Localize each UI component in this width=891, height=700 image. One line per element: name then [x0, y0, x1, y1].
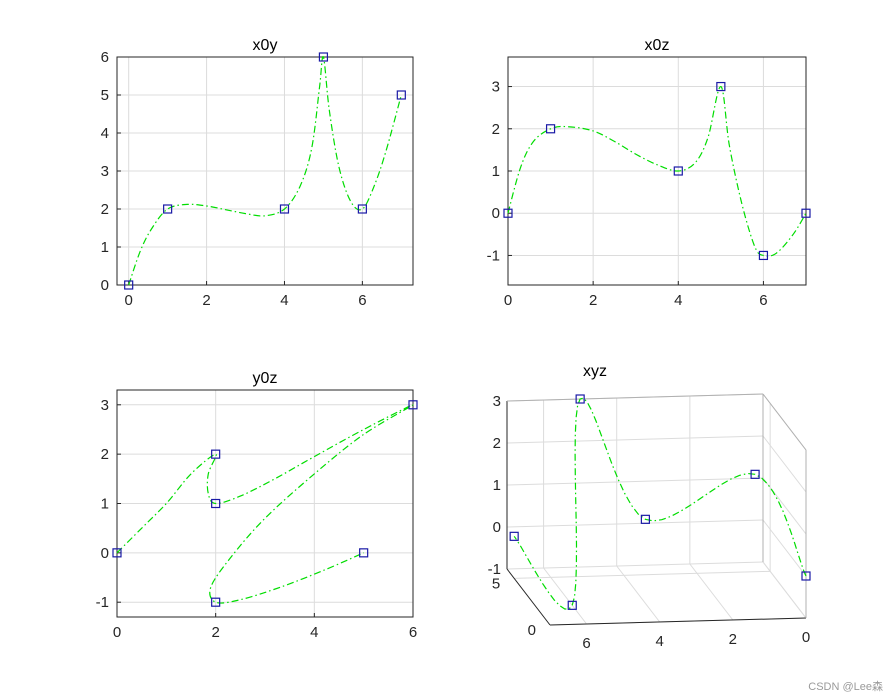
y-tick-label: 5 [492, 575, 500, 592]
grid-floor-y [514, 570, 771, 579]
y-tick-label: 1 [101, 496, 109, 513]
subplot-title: x0z [645, 37, 670, 54]
data-point-marker [640, 514, 650, 524]
data-point-marker [801, 208, 811, 218]
data-point-marker [503, 208, 513, 218]
x-tick-label: 6 [409, 624, 417, 641]
x-tick-label: 0 [802, 629, 810, 646]
x-tick-label: 6 [582, 635, 590, 652]
data-point-marker [318, 52, 329, 62]
data-point-marker [750, 469, 760, 479]
x-tick-label: 2 [211, 624, 219, 641]
series-line-3d [513, 397, 807, 610]
x-tick-label: 2 [202, 292, 210, 309]
data-point-marker [408, 400, 418, 410]
subplot-title: xyz [583, 363, 607, 380]
series-line [507, 85, 807, 257]
data-point-marker [575, 394, 585, 404]
grid-back-z [506, 477, 764, 486]
x-tick-label: 4 [656, 633, 664, 650]
data-point-marker [396, 90, 406, 100]
data-point-marker [716, 81, 726, 92]
y-tick-label: 1 [492, 163, 500, 180]
data-point-marker [211, 498, 221, 509]
axis-x [549, 617, 807, 626]
data-point-marker [509, 531, 519, 541]
data-point-marker [279, 204, 290, 214]
grid-back-z [506, 519, 764, 528]
y-tick-label: 0 [101, 545, 109, 562]
y-tick-label: 0 [492, 205, 500, 222]
grid-back-z [506, 561, 764, 570]
box-edge [762, 393, 807, 451]
grid-side-z [762, 435, 807, 493]
x-tick-label: 2 [589, 292, 597, 309]
y-tick-label: 4 [101, 125, 109, 142]
data-point-marker [211, 449, 221, 459]
z-tick-label: 0 [493, 519, 501, 536]
z-tick-label: -1 [488, 561, 501, 578]
z-tick-label: 3 [493, 393, 501, 410]
subplot-title: x0y [253, 37, 278, 54]
y-tick-label: -1 [96, 594, 109, 611]
gridlines [117, 56, 413, 286]
subplot-x0z: 0 2 4 6 -1 0 1 2 3 x0z [487, 37, 811, 309]
x-tick-label: 4 [674, 292, 682, 309]
y-tick-label: 0 [101, 277, 109, 294]
z-tick-label: 1 [493, 477, 501, 494]
x-tick-label: 0 [125, 292, 133, 309]
data-point-marker [357, 204, 367, 214]
series-line [128, 55, 402, 286]
grid-side-z [762, 519, 807, 577]
data-point-marker [801, 571, 811, 581]
subplot-x0y: 0 2 4 6 0 1 2 3 4 5 6 x0y [101, 37, 414, 309]
data-point-marker [112, 548, 122, 558]
y-tick-label: 1 [101, 239, 109, 256]
data-point-marker [211, 597, 221, 607]
data-point-marker [758, 250, 769, 261]
x-tick-label: 2 [729, 631, 737, 648]
y-tick-label: 2 [101, 201, 109, 218]
z-tick-label: 2 [493, 435, 501, 452]
x-tick-label: 4 [310, 624, 318, 641]
y-tick-label: 3 [101, 397, 109, 414]
x-tick-label: 4 [280, 292, 288, 309]
y-tick-label: 6 [101, 49, 109, 66]
box-edge [506, 393, 764, 402]
x-tick-label: 0 [113, 624, 121, 641]
watermark: CSDN @Lee森 [808, 681, 883, 693]
subplot-xyz: 0 2 4 6 0 5-1 0 1 2 3 xyz [488, 363, 811, 652]
data-point-marker [359, 548, 369, 558]
y-tick-label: 5 [101, 87, 109, 104]
data-point-marker [567, 600, 577, 610]
x-tick-label: 6 [759, 292, 767, 309]
x-tick-label: 6 [358, 292, 366, 309]
y-tick-label: 2 [101, 446, 109, 463]
y-tick-label: 2 [492, 121, 500, 138]
grid-side-z [762, 477, 807, 535]
y-tick-label: 3 [101, 163, 109, 180]
grid-side-z [762, 561, 807, 619]
data-point-marker [124, 280, 134, 290]
y-tick-label: 3 [492, 79, 500, 96]
x-tick-label: 0 [504, 292, 512, 309]
axis-y [506, 568, 551, 626]
data-point-marker [163, 204, 173, 214]
data-point-marker [673, 166, 683, 176]
y-tick-label: -1 [487, 247, 500, 264]
y-tick-label: 0 [528, 622, 536, 639]
data-point-marker [545, 124, 556, 134]
grid-back-z [506, 435, 764, 444]
subplot-title: y0z [253, 370, 278, 387]
